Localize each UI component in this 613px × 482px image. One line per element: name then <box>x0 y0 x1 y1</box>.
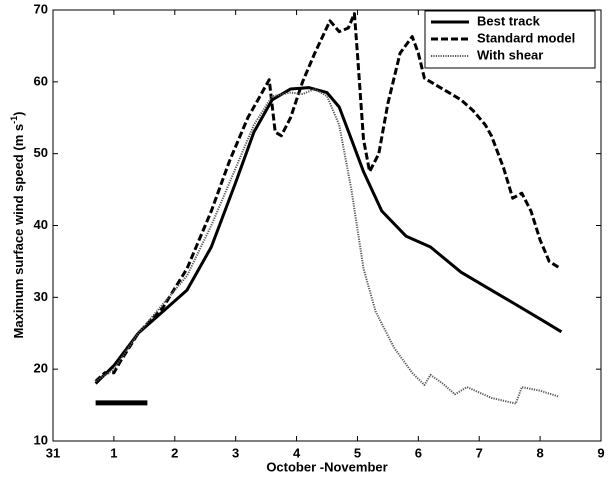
x-tick-label: 3 <box>232 445 239 460</box>
x-tick-label: 31 <box>46 445 60 460</box>
legend-label: Standard model <box>477 30 575 45</box>
series-line <box>95 88 559 405</box>
series-line <box>94 86 563 385</box>
y-axis-label-sup: -1 <box>9 116 19 124</box>
y-tick-label: 30 <box>34 289 48 304</box>
y-tick-label: 50 <box>34 145 48 160</box>
y-tick-label: 20 <box>34 361 48 376</box>
y-axis-label-suffix: ) <box>11 112 26 116</box>
x-tick-label: 1 <box>110 445 117 460</box>
x-tick-label: 7 <box>476 445 483 460</box>
legend-label: Best track <box>477 13 541 28</box>
legend-label: With shear <box>477 47 543 62</box>
y-tick-label: 70 <box>34 1 48 16</box>
x-axis-label: October -November <box>266 459 387 474</box>
y-axis-label: Maximum surface wind speed (m s-1) <box>9 112 26 339</box>
series-line <box>94 12 560 383</box>
y-axis-label-text: Maximum surface wind speed (m s <box>11 124 26 339</box>
x-tick-label: 5 <box>354 445 361 460</box>
plot-frame <box>52 9 602 442</box>
y-tick-label: 60 <box>34 73 48 88</box>
y-tick-label: 40 <box>34 217 48 232</box>
x-tick-label: 4 <box>293 445 301 460</box>
x-tick-label: 6 <box>415 445 422 460</box>
x-tick-label: 2 <box>171 445 178 460</box>
x-tick-label: 8 <box>536 445 543 460</box>
y-tick-label: 10 <box>34 432 48 447</box>
x-tick-label: 9 <box>597 445 604 460</box>
